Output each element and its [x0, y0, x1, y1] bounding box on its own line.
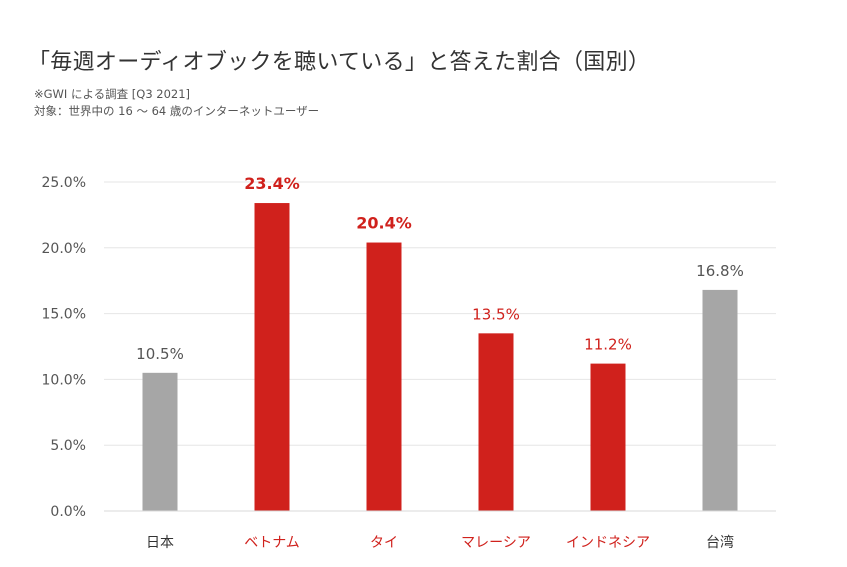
y-tick-label: 25.0%	[42, 175, 86, 191]
x-tick-label: インドネシア	[566, 535, 650, 551]
x-tick-label: マレーシア	[461, 535, 531, 551]
data-label: 23.4%	[244, 174, 300, 193]
data-label: 10.5%	[136, 345, 184, 363]
data-label: 16.8%	[696, 262, 744, 280]
y-tick-label: 0.0%	[50, 504, 86, 520]
source-note: ※GWI による調査 [Q3 2021]	[34, 87, 191, 101]
x-tick-label: 日本	[146, 535, 174, 551]
target-note: 対象：世界中の 16 〜 64 歳のインターネットユーザー	[34, 104, 320, 118]
data-label: 20.4%	[356, 214, 412, 233]
data-label: 11.2%	[584, 336, 632, 354]
data-label: 13.5%	[472, 305, 520, 323]
bar	[142, 372, 178, 511]
chart-title: 「毎週オーディオブックを聴いている」と答えた割合（国別）	[28, 50, 651, 75]
y-tick-label: 10.0%	[42, 372, 86, 388]
bar	[702, 289, 738, 511]
bar	[254, 203, 290, 511]
y-tick-label: 5.0%	[50, 438, 86, 454]
x-tick-label: 台湾	[706, 534, 734, 551]
bar	[478, 333, 514, 511]
y-tick-label: 20.0%	[42, 241, 86, 257]
bar	[590, 363, 626, 511]
bar	[366, 242, 402, 511]
x-tick-label: タイ	[370, 535, 398, 551]
y-tick-label: 15.0%	[42, 307, 86, 323]
x-tick-label: ベトナム	[244, 535, 300, 551]
